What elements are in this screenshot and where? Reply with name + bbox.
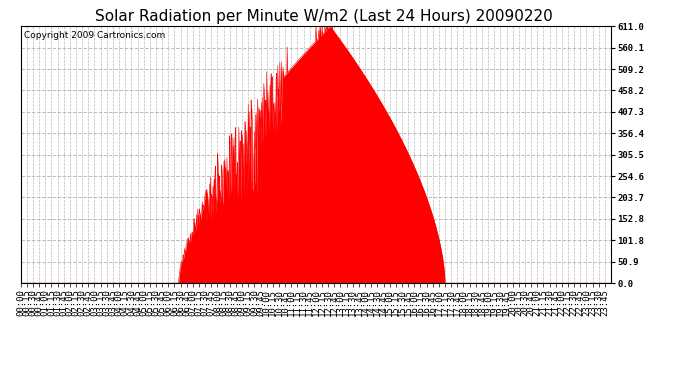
Text: Copyright 2009 Cartronics.com: Copyright 2009 Cartronics.com [23,32,165,40]
Text: Solar Radiation per Minute W/m2 (Last 24 Hours) 20090220: Solar Radiation per Minute W/m2 (Last 24… [95,9,553,24]
